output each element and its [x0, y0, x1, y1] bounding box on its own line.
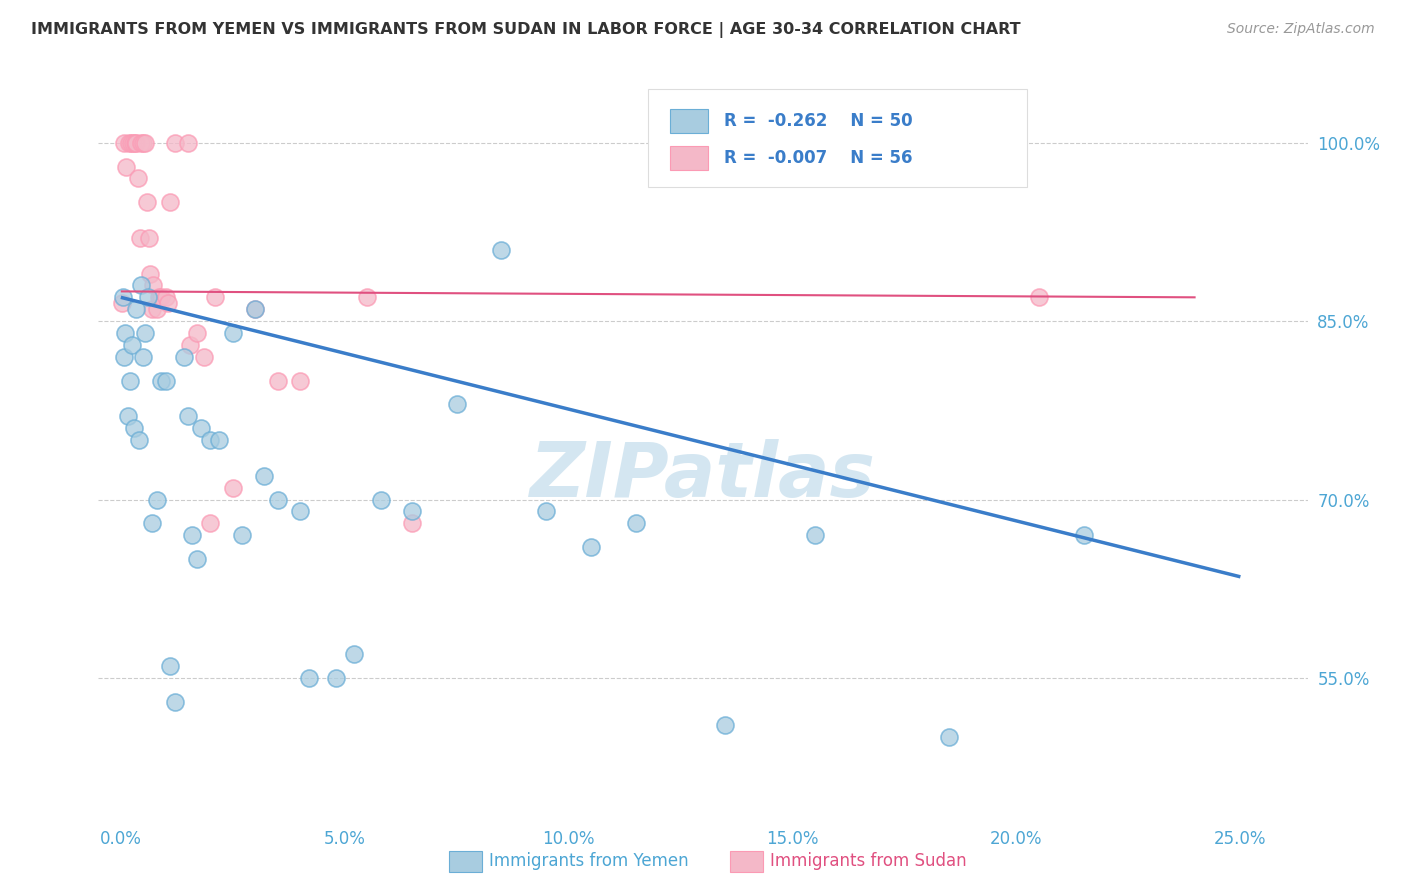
Point	[159, 195, 181, 210]
Point	[112, 290, 135, 304]
Point	[938, 731, 960, 745]
Point	[156, 296, 179, 310]
Point	[491, 243, 513, 257]
Text: Source: ZipAtlas.com: Source: ZipAtlas.com	[1227, 22, 1375, 37]
Point	[579, 540, 602, 554]
Point	[134, 136, 156, 150]
Point	[186, 552, 208, 566]
Point	[145, 492, 167, 507]
Point	[117, 409, 139, 424]
Point	[325, 671, 347, 685]
Point	[356, 290, 378, 304]
Point	[121, 338, 143, 352]
Point	[120, 136, 142, 150]
Point	[177, 136, 200, 150]
Point	[159, 659, 181, 673]
Point	[624, 516, 647, 531]
Point	[124, 136, 146, 150]
Point	[135, 195, 157, 210]
Point	[155, 290, 177, 304]
Text: IMMIGRANTS FROM YEMEN VS IMMIGRANTS FROM SUDAN IN LABOR FORCE | AGE 30-34 CORREL: IMMIGRANTS FROM YEMEN VS IMMIGRANTS FROM…	[31, 22, 1021, 38]
Text: Immigrants from Yemen: Immigrants from Yemen	[489, 852, 689, 870]
Point	[138, 231, 160, 245]
Point	[298, 671, 321, 685]
Point	[536, 504, 558, 518]
Point	[150, 374, 173, 388]
Point	[148, 290, 170, 304]
Point	[804, 528, 827, 542]
Point	[129, 136, 152, 150]
Point	[200, 433, 222, 447]
Point	[145, 302, 167, 317]
Point	[231, 528, 253, 542]
Point	[125, 136, 148, 150]
Point	[200, 516, 222, 531]
Point	[129, 278, 152, 293]
Point	[208, 433, 231, 447]
Point	[155, 374, 177, 388]
Point	[1028, 290, 1050, 304]
Point	[134, 326, 156, 340]
Point	[253, 468, 276, 483]
Point	[714, 718, 737, 732]
Point	[128, 433, 150, 447]
Point	[204, 290, 226, 304]
Point	[115, 160, 138, 174]
Point	[401, 516, 423, 531]
Point	[1073, 528, 1095, 542]
Point	[136, 290, 159, 304]
Point	[132, 136, 155, 150]
Point	[266, 374, 288, 388]
Point	[125, 302, 148, 317]
Point	[141, 516, 163, 531]
Point	[114, 326, 136, 340]
Point	[127, 171, 149, 186]
Point	[122, 136, 145, 150]
Point	[288, 504, 311, 518]
Point	[139, 267, 162, 281]
Point	[193, 350, 215, 364]
Point	[370, 492, 392, 507]
Point	[222, 326, 245, 340]
Text: Immigrants from Sudan: Immigrants from Sudan	[770, 852, 967, 870]
Point	[150, 290, 173, 304]
Text: R =  -0.007    N = 56: R = -0.007 N = 56	[724, 149, 912, 167]
Point	[118, 136, 141, 150]
Point	[222, 481, 245, 495]
Point	[243, 302, 266, 317]
Point	[181, 528, 204, 542]
Point	[132, 350, 155, 364]
Point	[111, 296, 134, 310]
Point	[173, 350, 195, 364]
Point	[122, 421, 145, 435]
Point	[266, 492, 288, 507]
Text: R =  -0.262    N = 50: R = -0.262 N = 50	[724, 112, 912, 129]
Point	[163, 695, 186, 709]
Point	[128, 231, 150, 245]
Point	[288, 374, 311, 388]
Point	[112, 350, 135, 364]
Point	[186, 326, 208, 340]
Point	[179, 338, 201, 352]
Point	[343, 647, 366, 661]
Point	[177, 409, 200, 424]
Point	[118, 374, 141, 388]
Point	[142, 278, 165, 293]
Point	[141, 302, 163, 317]
Point	[446, 397, 468, 411]
Point	[190, 421, 212, 435]
Point	[112, 136, 135, 150]
Point	[163, 136, 186, 150]
Point	[243, 302, 266, 317]
Point	[401, 504, 423, 518]
Text: ZIPatlas: ZIPatlas	[530, 439, 876, 513]
